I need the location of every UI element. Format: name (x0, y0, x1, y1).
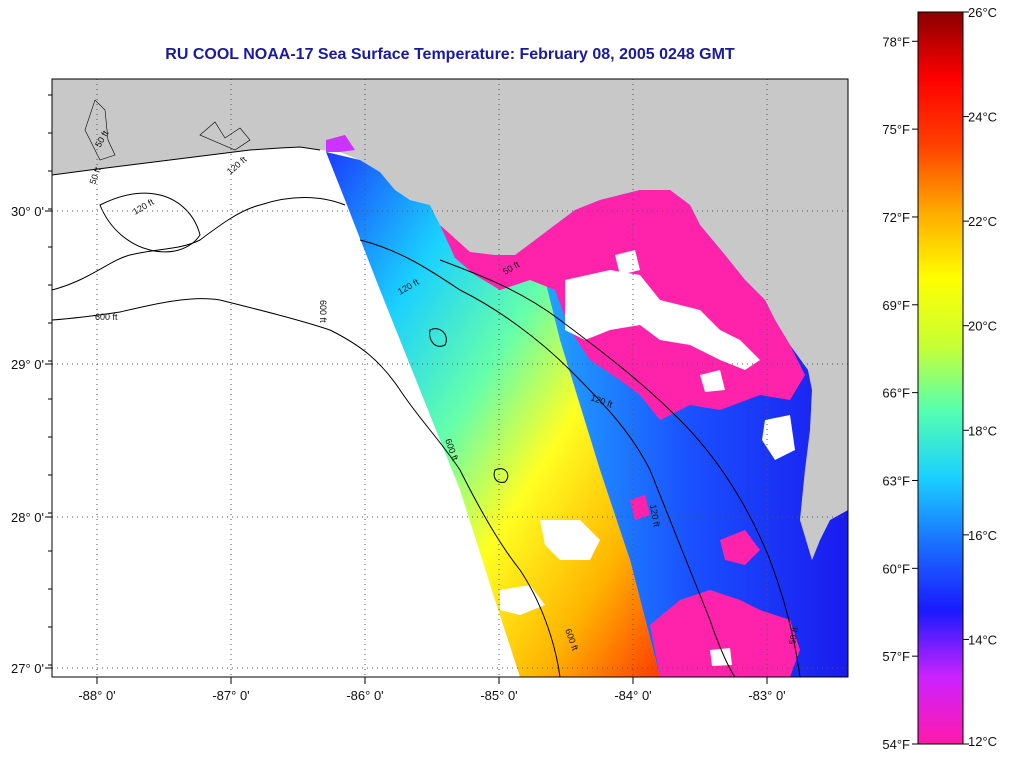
colorbar-celsius-label: 16°C (968, 528, 997, 543)
coast-detail (84, 99, 251, 161)
cold-patch-south (650, 590, 800, 677)
lon-tick-label: -88° 0' (78, 688, 115, 703)
isobath-label: 600 ft (95, 312, 118, 322)
colorbar-celsius-labels: 26°C 24°C 22°C 20°C 18°C 16°C 14°C 12°C (963, 5, 997, 749)
colorbar-fahrenheit-label: 69°F (882, 298, 910, 313)
isobath-label: 600 ft (318, 300, 328, 323)
land-mass (52, 79, 848, 560)
cold-patch-west-coast (326, 135, 355, 152)
isobath-contours (52, 192, 801, 677)
lon-tick-label: -87° 0' (212, 688, 249, 703)
colorbar-fahrenheit-labels: 78°F 75°F 72°F 69°F 66°F 63°F 60°F 57°F 54°F (882, 34, 918, 752)
isobath-label: 50 ft (787, 626, 800, 645)
lat-tick-label: 29° 0' (11, 357, 44, 372)
longitude-axis-labels: -88° 0' -87° 0' -86° 0' -85° 0' -84° 0' -83° … (78, 688, 785, 703)
colorbar-celsius-label: 24°C (968, 110, 997, 125)
cold-patch-mid (630, 495, 760, 565)
lat-tick-label: 27° 0' (11, 661, 44, 676)
colorbar-fahrenheit-label: 54°F (882, 737, 910, 752)
map-frame (51, 78, 849, 678)
colorbar-celsius-label: 20°C (968, 319, 997, 334)
latitude-axis-labels: 30° 0' 29° 0' 28° 0' 27° 0' (11, 204, 44, 676)
coastline (52, 146, 321, 176)
lat-tick-label: 28° 0' (11, 510, 44, 525)
page-title: RU COOL NOAA-17 Sea Surface Temperature:… (165, 46, 735, 63)
colorbar-fahrenheit-label: 75°F (882, 122, 910, 137)
colorbar-celsius-label: 22°C (968, 214, 997, 229)
lon-tick-label: -83° 0' (748, 688, 785, 703)
colorbar-fahrenheit-label: 60°F (882, 561, 910, 576)
colorbar-fahrenheit-label: 72°F (882, 210, 910, 225)
lat-tick-label: 30° 0' (11, 204, 44, 219)
colorbar-celsius-label: 26°C (968, 5, 997, 20)
colorbar-fahrenheit-label: 57°F (882, 649, 910, 664)
colorbar-fahrenheit-label: 66°F (882, 386, 910, 401)
lon-tick-label: -85° 0' (480, 688, 517, 703)
lon-tick-label: -84° 0' (614, 688, 651, 703)
lon-tick-label: -86° 0' (346, 688, 383, 703)
colorbar-celsius-label: 14°C (968, 632, 997, 647)
colorbar (917, 11, 964, 745)
axis-ticks (45, 94, 768, 684)
colorbar-fahrenheit-label: 63°F (882, 473, 910, 488)
isobath-label: 120 ft (648, 504, 662, 528)
colorbar-fahrenheit-label: 78°F (882, 34, 910, 49)
colorbar-celsius-label: 12°C (968, 734, 997, 749)
colorbar-celsius-label: 18°C (968, 423, 997, 438)
cloud-mask (500, 250, 795, 666)
